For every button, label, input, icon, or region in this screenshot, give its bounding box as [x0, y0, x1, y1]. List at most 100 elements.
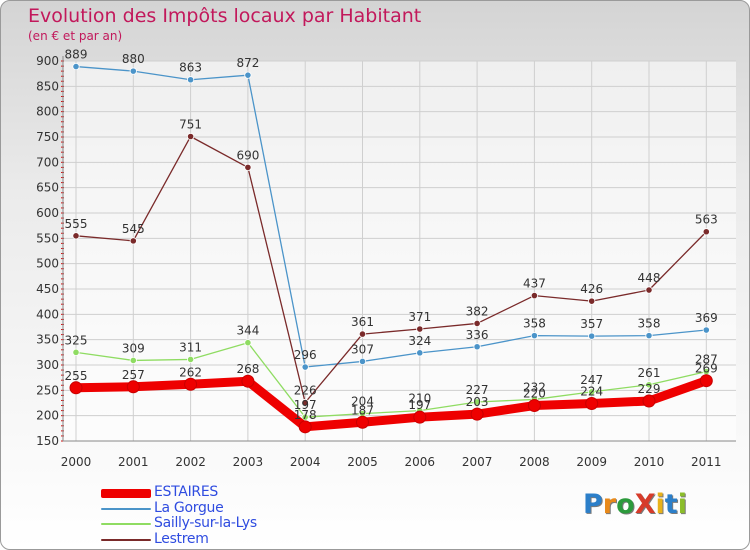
- y-tick-label: 700: [36, 155, 59, 169]
- data-point: [301, 363, 309, 371]
- data-label: 751: [179, 117, 202, 131]
- chart-title: Evolution des Impôts locaux par Habitant: [28, 5, 422, 27]
- x-tick-label: 2009: [576, 455, 607, 469]
- x-tick-label: 2006: [405, 455, 436, 469]
- data-label: 226: [294, 383, 317, 397]
- x-tick-label: 2002: [175, 455, 206, 469]
- proxiti-logo: ProXiti: [583, 489, 687, 520]
- data-label: 325: [65, 333, 88, 347]
- data-point: [702, 228, 710, 236]
- legend-item: Lestrem: [101, 530, 401, 548]
- x-tick-label: 2010: [634, 455, 665, 469]
- legend-swatch: [101, 523, 151, 525]
- data-label: 690: [236, 148, 259, 162]
- y-tick-label: 650: [36, 181, 59, 195]
- data-label: 371: [408, 310, 431, 324]
- x-tick-label: 2004: [290, 455, 321, 469]
- data-label: 257: [122, 368, 145, 382]
- y-tick-label: 200: [36, 409, 59, 423]
- data-point: [702, 326, 710, 334]
- data-point: [642, 394, 656, 408]
- data-point: [473, 319, 481, 328]
- data-point: [129, 356, 137, 365]
- y-tick-label: 600: [36, 206, 59, 220]
- data-label: 448: [638, 271, 661, 285]
- data-point: [413, 410, 427, 424]
- x-tick-label: 2000: [61, 455, 92, 469]
- data-point: [187, 355, 195, 364]
- data-label: 361: [351, 315, 374, 329]
- data-label: 344: [236, 324, 259, 338]
- legend-item: Sailly-sur-la-Lys: [101, 515, 401, 532]
- legend-item: La Gorgue: [101, 499, 401, 517]
- data-point: [126, 380, 140, 394]
- data-label: 324: [408, 334, 431, 348]
- legend-swatch: [101, 489, 151, 498]
- data-label: 247: [580, 373, 603, 387]
- data-point: [699, 374, 713, 388]
- data-label: 204: [351, 395, 374, 409]
- y-tick-label: 900: [36, 54, 59, 68]
- y-tick-label: 250: [36, 383, 59, 397]
- data-label: 287: [695, 353, 718, 367]
- data-point: [645, 332, 653, 340]
- series-line-La Gorgue: [75, 65, 707, 368]
- data-point: [416, 325, 424, 333]
- data-label: 555: [65, 217, 88, 231]
- data-label: 187: [351, 403, 374, 417]
- data-label: 197: [408, 398, 431, 412]
- y-tick-label: 750: [36, 130, 59, 144]
- data-point: [241, 374, 255, 388]
- x-tick-label: 2008: [519, 455, 550, 469]
- data-label: 889: [65, 48, 88, 62]
- data-label: 358: [523, 317, 546, 331]
- data-label: 880: [122, 52, 145, 66]
- data-point: [244, 339, 252, 347]
- legend-label: La Gorgue: [154, 499, 224, 516]
- x-tick-label: 2011: [691, 455, 722, 469]
- series-line-Sailly-sur-la-Lys: [75, 342, 707, 418]
- data-point: [588, 388, 596, 396]
- y-tick-label: 450: [36, 282, 59, 296]
- data-label: 229: [638, 382, 661, 396]
- data-label: 203: [466, 395, 489, 409]
- y-tick-label: 300: [36, 358, 59, 372]
- data-label: 358: [638, 317, 661, 331]
- legend-label: Lestrem: [154, 530, 209, 547]
- data-point: [588, 297, 596, 305]
- data-point: [301, 398, 309, 407]
- data-point: [588, 332, 596, 340]
- data-point: [187, 76, 195, 84]
- data-label: 336: [466, 328, 489, 342]
- data-point: [645, 381, 653, 389]
- data-point: [72, 232, 80, 240]
- data-label: 545: [122, 222, 145, 236]
- data-label: 178: [294, 408, 317, 422]
- data-label: 357: [580, 317, 603, 331]
- y-tick-label: 800: [36, 105, 59, 119]
- data-label: 220: [523, 387, 546, 401]
- data-label: 269: [695, 362, 718, 376]
- data-point: [473, 343, 481, 351]
- data-label: 197: [294, 398, 317, 412]
- data-label: 563: [695, 213, 718, 227]
- data-point: [645, 286, 653, 294]
- series-line-Lestrem: [75, 135, 707, 404]
- data-point: [585, 397, 599, 411]
- data-label: 268: [236, 362, 259, 376]
- x-tick-label: 2005: [347, 455, 378, 469]
- data-point: [244, 163, 252, 171]
- y-tick-label: 550: [36, 231, 59, 245]
- data-label: 232: [523, 380, 546, 394]
- data-point: [358, 330, 367, 338]
- data-label: 224: [580, 385, 603, 399]
- legend-item: ESTAIRES: [101, 484, 401, 501]
- data-point: [530, 291, 539, 300]
- x-tick-label: 2001: [118, 455, 149, 469]
- y-tick-label: 350: [36, 333, 59, 347]
- chart-subtitle: (en € et par an): [28, 29, 123, 43]
- legend-swatch: [101, 538, 151, 541]
- plot-area: [63, 61, 736, 441]
